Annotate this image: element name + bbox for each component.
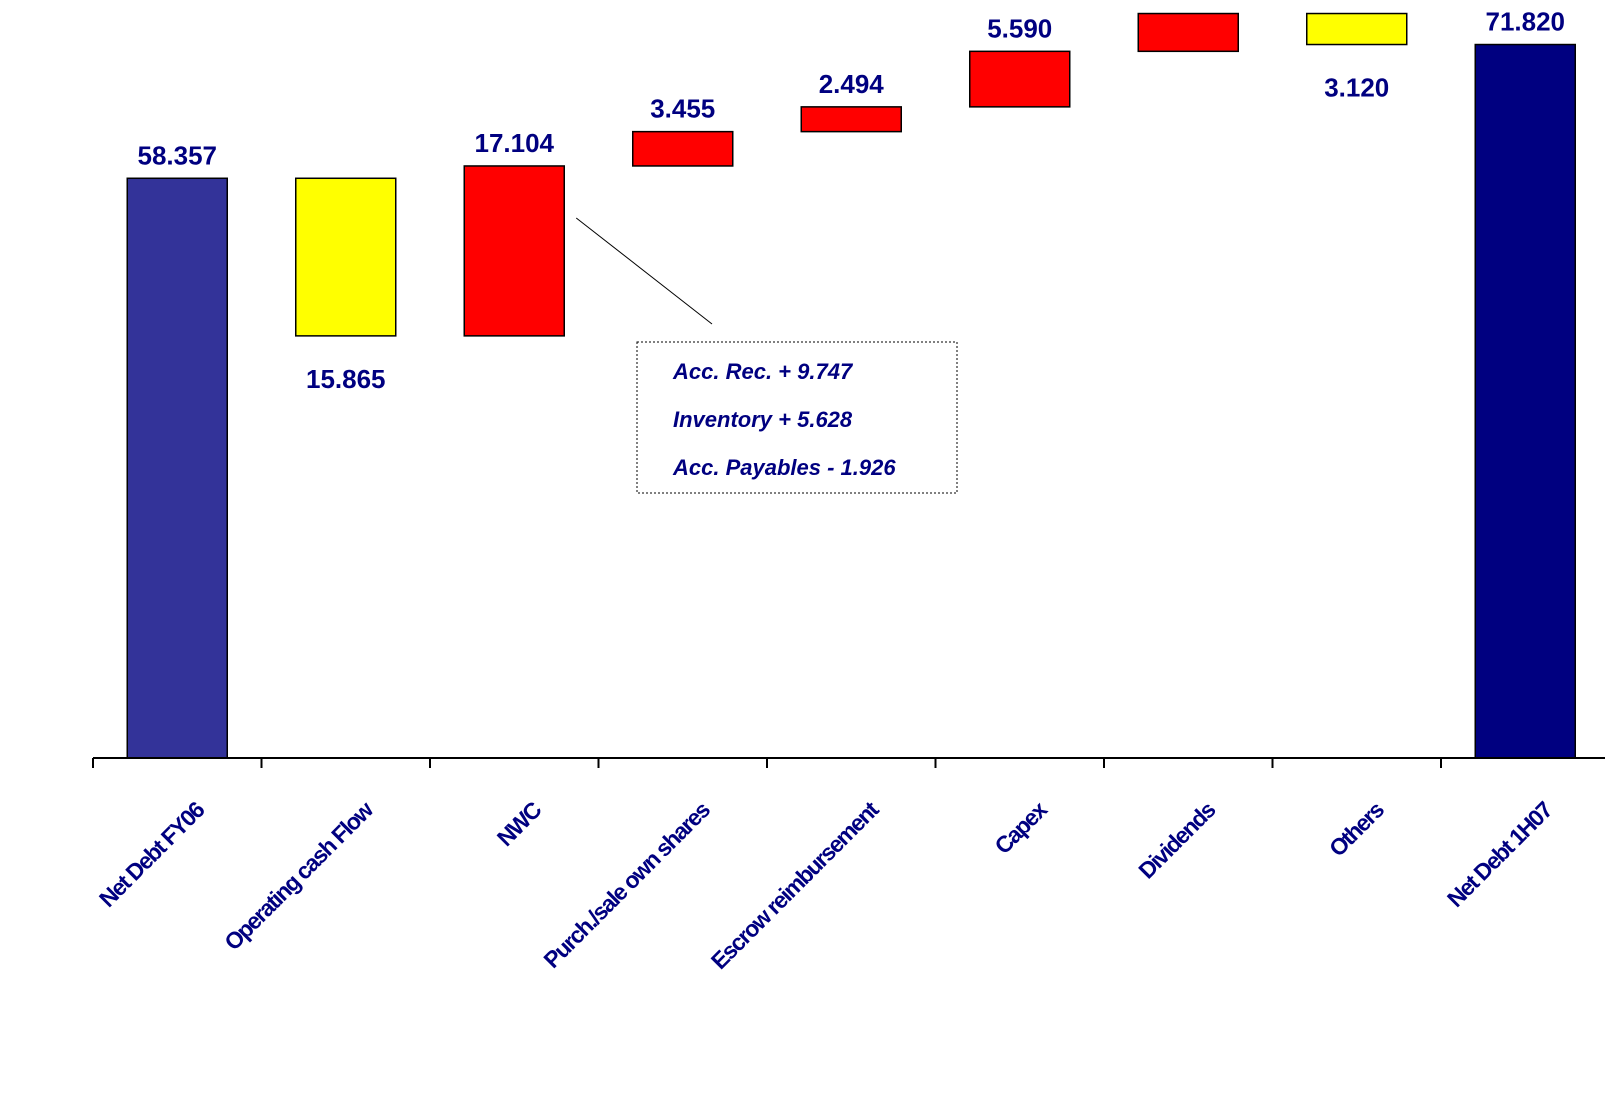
value-label-capex: 5.590	[987, 13, 1052, 43]
value-labels: 58.357 15.865 17.104 3.455 2.494 5.590 3.805 3.…	[137, 0, 1565, 394]
value-label-purch-sale-own-shares: 3.455	[650, 94, 715, 124]
value-label-dividends: 3.805	[1156, 0, 1221, 6]
callout-box	[636, 341, 958, 494]
category-label-operating-cash-flow: Operating cash Flow	[219, 796, 378, 955]
value-label-others: 3.120	[1324, 73, 1389, 103]
callout-leader-line	[575, 217, 713, 325]
callout-line-inventory: Inventory + 5.628	[673, 407, 853, 432]
bar-operating-cash-flow	[295, 177, 397, 337]
category-labels: Net Debt FY06 Operating cash Flow NWCPurch…	[94, 796, 1557, 974]
bar-net-debt-fy06	[126, 177, 228, 759]
category-label-net-debt-1h07: Net Debt 1H07	[1442, 797, 1557, 912]
category-label-net-debt-fy06: Net Debt FY06	[94, 797, 209, 912]
category-label-nwc: NWC	[492, 797, 547, 852]
bar-others	[1306, 12, 1408, 46]
bar-dividends	[1137, 12, 1239, 53]
value-label-operating-cash-flow: 15.865	[306, 364, 386, 394]
value-label-escrow-reimbursement: 2.494	[819, 69, 885, 99]
nwc-breakdown-callout: Acc. Rec. + 9.747 Inventory + 5.628 Acc.…	[575, 217, 958, 494]
bar-purch-sale-own-shares	[632, 130, 734, 167]
bar-capex	[969, 50, 1071, 108]
category-label-others: Others	[1324, 797, 1389, 862]
callout-line-acc-payables: Acc. Payables - 1.926	[672, 455, 896, 480]
callout-line-acc-rec: Acc. Rec. + 9.747	[672, 359, 854, 384]
category-label-capex: Capex	[989, 796, 1052, 859]
category-label-purch-sale-own-shares: Purch./sale own shares	[538, 797, 714, 973]
value-label-nwc: 17.104	[474, 128, 554, 158]
bar-net-debt-1h07	[1474, 43, 1576, 759]
x-axis	[92, 757, 1605, 768]
bar-escrow-reimbursement	[800, 106, 902, 133]
value-label-net-debt-1h07: 71.820	[1485, 7, 1565, 37]
category-label-escrow-reimbursement: Escrow reimbursement	[706, 796, 884, 974]
bar-nwc	[463, 165, 565, 337]
category-label-dividends: Dividends	[1133, 797, 1220, 884]
value-label-net-debt-fy06: 58.357	[137, 140, 217, 170]
